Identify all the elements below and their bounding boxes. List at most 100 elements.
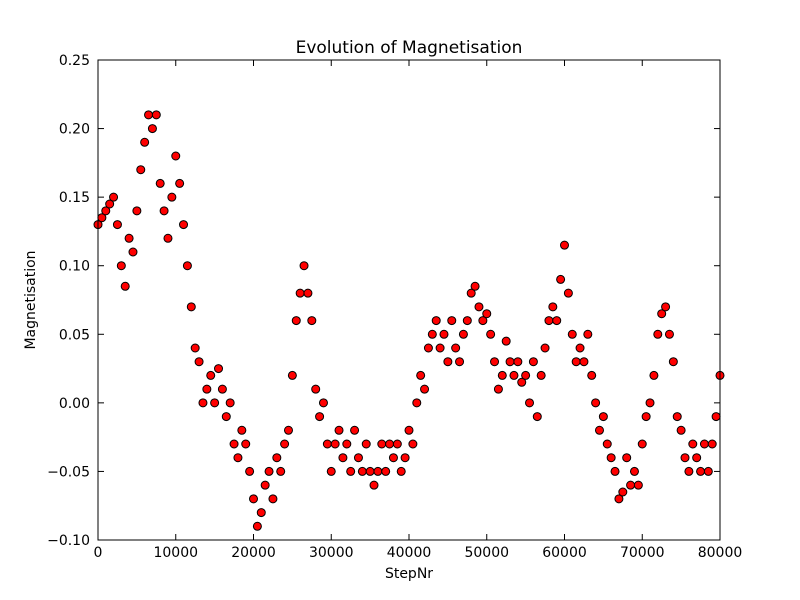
data-point: [120, 281, 130, 291]
data-point: [198, 398, 208, 408]
data-point: [684, 466, 694, 476]
data-point: [505, 357, 515, 367]
x-tick-label: 80000: [698, 545, 743, 561]
data-point: [264, 466, 274, 476]
data-point: [447, 316, 457, 326]
data-point: [217, 384, 227, 394]
data-point: [451, 343, 461, 353]
data-point: [427, 329, 437, 339]
data-point: [664, 329, 674, 339]
data-point: [124, 233, 134, 243]
data-point: [404, 425, 414, 435]
data-point: [575, 343, 585, 353]
data-point: [229, 439, 239, 449]
data-point: [350, 425, 360, 435]
data-point: [439, 329, 449, 339]
data-point: [672, 412, 682, 422]
data-point: [497, 370, 507, 380]
data-point: [462, 316, 472, 326]
data-point: [567, 329, 577, 339]
data-point: [525, 398, 535, 408]
data-point: [548, 302, 558, 312]
data-point: [423, 343, 433, 353]
data-point: [144, 110, 154, 120]
data-point: [276, 466, 286, 476]
data-point: [571, 357, 581, 367]
data-point: [501, 336, 511, 346]
data-point: [381, 466, 391, 476]
data-point: [563, 288, 573, 298]
data-point: [182, 261, 192, 271]
data-point: [101, 206, 111, 216]
data-point: [221, 412, 231, 422]
data-point: [373, 466, 383, 476]
y-axis-label: Magnetisation: [23, 250, 39, 349]
x-tick-label: 0: [94, 545, 103, 561]
data-point: [579, 357, 589, 367]
data-point: [112, 220, 122, 230]
data-point: [155, 178, 165, 188]
data-point: [470, 281, 480, 291]
data-point: [509, 370, 519, 380]
data-point: [657, 309, 667, 319]
data-point: [587, 370, 597, 380]
data-point: [431, 316, 441, 326]
x-axis-label: StepNr: [385, 566, 433, 582]
data-point: [338, 453, 348, 463]
data-point: [307, 316, 317, 326]
y-tick-label: 0.10: [59, 259, 90, 275]
data-point: [210, 398, 220, 408]
data-point: [315, 412, 325, 422]
data-point: [556, 274, 566, 284]
data-point: [268, 494, 278, 504]
x-tick-label: 10000: [153, 545, 198, 561]
data-point: [618, 487, 628, 497]
data-point: [536, 370, 546, 380]
data-point: [214, 364, 224, 374]
data-point: [283, 425, 293, 435]
data-point: [280, 439, 290, 449]
data-point: [365, 466, 375, 476]
x-tick-label: 70000: [620, 545, 665, 561]
data-point: [676, 425, 686, 435]
data-point: [490, 357, 500, 367]
data-point: [629, 466, 639, 476]
data-point: [513, 357, 523, 367]
data-point: [528, 357, 538, 367]
data-point: [330, 439, 340, 449]
y-tick-label: 0.15: [59, 190, 90, 206]
data-point: [369, 480, 379, 490]
data-point: [311, 384, 321, 394]
data-point: [303, 288, 313, 298]
data-point: [175, 178, 185, 188]
data-point: [396, 466, 406, 476]
data-point: [602, 439, 612, 449]
data-point: [388, 453, 398, 463]
data-point: [637, 439, 647, 449]
data-point: [385, 439, 395, 449]
x-tick-label: 20000: [231, 545, 276, 561]
data-point: [392, 439, 402, 449]
data-point: [237, 425, 247, 435]
data-point: [299, 261, 309, 271]
x-tick-label: 60000: [542, 545, 587, 561]
data-point: [699, 439, 709, 449]
data-point: [206, 370, 216, 380]
y-tick-label: 0.00: [59, 396, 90, 412]
data-point: [151, 110, 161, 120]
data-point: [707, 439, 717, 449]
data-point: [466, 288, 476, 298]
data-point: [241, 439, 251, 449]
data-point: [692, 453, 702, 463]
data-point: [109, 192, 119, 202]
data-point: [377, 439, 387, 449]
data-point: [334, 425, 344, 435]
data-point: [322, 439, 332, 449]
data-point: [688, 439, 698, 449]
data-point: [478, 316, 488, 326]
data-point: [171, 151, 181, 161]
data-point: [703, 466, 713, 476]
data-point: [128, 247, 138, 257]
data-point: [136, 165, 146, 175]
